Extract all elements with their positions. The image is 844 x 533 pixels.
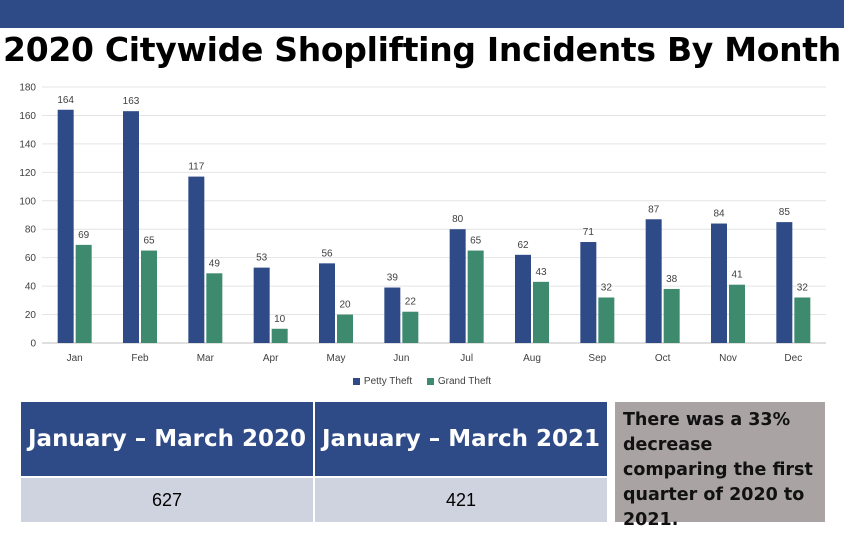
x-tick-label: Oct (655, 353, 671, 364)
chart-legend: Petty Theft Grand Theft (0, 376, 844, 388)
quarter-summary-table: January – March 2020 January – March 202… (21, 402, 607, 522)
x-tick-label: Jul (460, 353, 473, 364)
x-tick-label: May (327, 353, 346, 364)
data-label: 117 (188, 162, 204, 173)
data-label: 87 (648, 204, 660, 215)
bar-petty-theft-jan (57, 109, 74, 343)
bar-grand-theft-nov (729, 284, 745, 343)
y-tick-label: 0 (30, 339, 36, 350)
data-label: 38 (666, 274, 678, 285)
bar-petty-theft-sep (580, 242, 597, 343)
data-label: 163 (123, 96, 140, 107)
x-tick-label: Feb (131, 353, 149, 364)
x-tick-label: Dec (784, 353, 802, 364)
bar-petty-theft-dec (776, 222, 793, 343)
page-title: 2020 Citywide Shoplifting Incidents By M… (3, 30, 841, 69)
bar-grand-theft-feb (141, 250, 157, 343)
bar-grand-theft-apr (271, 328, 288, 343)
bar-grand-theft-jul (467, 250, 484, 343)
x-tick-label: Nov (719, 353, 737, 364)
y-tick-label: 120 (19, 168, 36, 179)
y-tick-label: 160 (19, 111, 36, 122)
data-label: 65 (470, 236, 482, 247)
x-tick-label: Apr (263, 353, 279, 364)
bar-grand-theft-jan (75, 244, 92, 343)
table-header-q1-2021: January – March 2021 (314, 402, 607, 477)
x-tick-label: Mar (197, 353, 215, 364)
bar-grand-theft-sep (598, 297, 615, 343)
table-value-q1-2021: 421 (314, 476, 607, 522)
data-label: 22 (405, 297, 417, 308)
decrease-note: There was a 33% decrease comparing the f… (615, 402, 825, 530)
data-label: 49 (209, 258, 221, 269)
y-tick-label: 40 (25, 282, 37, 293)
data-label: 39 (387, 273, 399, 284)
table-value-q1-2020: 627 (21, 476, 315, 522)
bar-petty-theft-jun (384, 287, 401, 343)
legend-label-petty-theft: Petty Theft (363, 376, 413, 387)
bar-petty-theft-apr (253, 267, 270, 343)
x-tick-label: Sep (588, 353, 606, 364)
legend-label-grand-theft: Grand Theft (437, 376, 492, 387)
data-label: 32 (797, 282, 809, 293)
data-label: 32 (601, 282, 613, 293)
data-label: 65 (143, 236, 155, 247)
table-header-q1-2020: January – March 2020 (21, 402, 315, 477)
bar-chart: 0 20 40 60 80 100 120 140 160 180 164 69 Jan 163 65 Feb… (19, 83, 826, 364)
x-tick-label: Aug (523, 353, 541, 364)
legend-item-grand-theft: Grand Theft (426, 376, 492, 387)
data-label: 43 (535, 267, 547, 278)
data-label: 41 (731, 270, 743, 281)
y-tick-label: 100 (19, 196, 36, 207)
bar-grand-theft-dec (794, 297, 811, 343)
top-accent-bar (0, 0, 844, 28)
x-tick-label: Jun (393, 353, 409, 364)
data-label: 69 (78, 230, 90, 241)
y-tick-label: 180 (19, 83, 36, 94)
data-label: 53 (256, 253, 268, 264)
data-label: 164 (57, 95, 74, 106)
data-label: 80 (452, 214, 464, 225)
y-tick-label: 80 (25, 225, 37, 236)
x-tick-label: Jan (67, 353, 83, 364)
bar-petty-theft-jul (449, 229, 466, 343)
data-label: 56 (321, 248, 333, 259)
legend-swatch-petty-theft (352, 378, 360, 385)
legend-item-petty-theft: Petty Theft (352, 376, 413, 387)
bar-grand-theft-aug (533, 281, 549, 343)
data-label: 20 (339, 300, 351, 311)
bar-grand-theft-mar (206, 273, 223, 343)
legend-swatch-grand-theft (426, 378, 434, 385)
data-label: 85 (779, 207, 791, 218)
data-label: 10 (274, 314, 286, 325)
bar-petty-theft-nov (711, 223, 727, 343)
y-tick-label: 140 (19, 139, 36, 150)
bar-petty-theft-mar (188, 176, 205, 343)
bar-petty-theft-feb (123, 111, 139, 343)
bar-grand-theft-oct (663, 288, 680, 343)
data-label: 62 (517, 240, 529, 251)
y-tick-label: 60 (25, 253, 37, 264)
data-label: 71 (583, 227, 595, 238)
y-tick-label: 20 (25, 310, 37, 321)
bar-grand-theft-may (337, 314, 353, 343)
bar-petty-theft-may (319, 263, 335, 343)
bar-petty-theft-aug (515, 254, 531, 343)
data-label: 84 (713, 209, 725, 220)
bar-petty-theft-oct (645, 219, 662, 343)
bar-grand-theft-jun (402, 311, 419, 343)
